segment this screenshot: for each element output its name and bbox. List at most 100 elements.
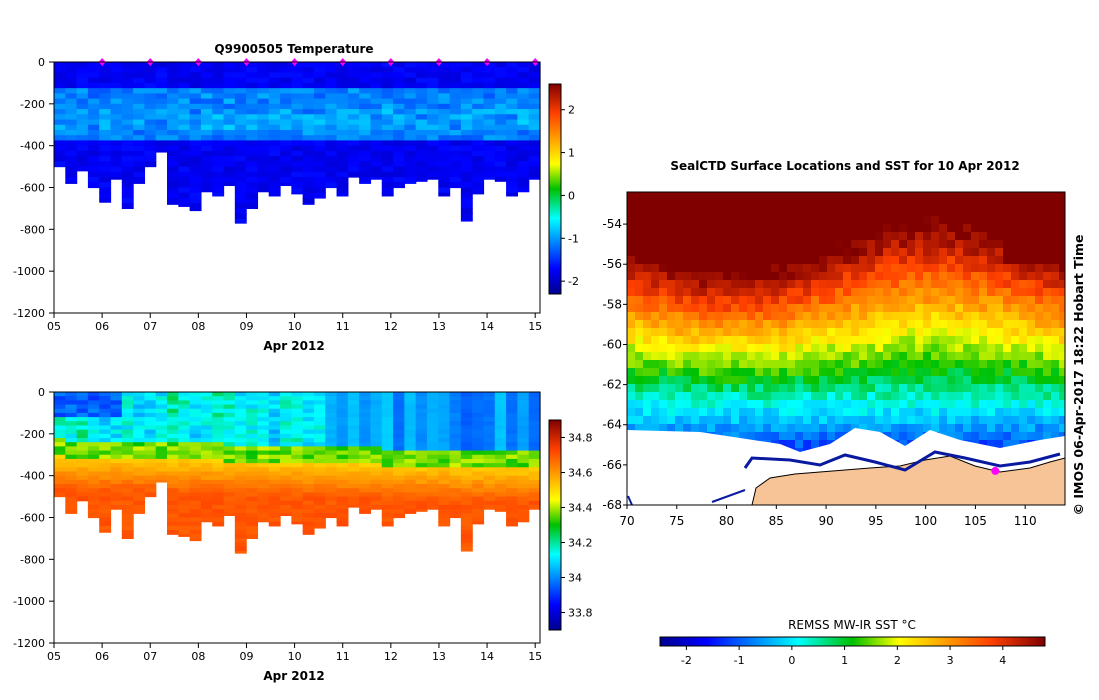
salinity-cell — [404, 392, 417, 397]
sst-cell — [683, 272, 692, 281]
sst-cell — [787, 232, 796, 241]
sst-cell — [667, 232, 676, 241]
sst-cell — [979, 384, 988, 393]
salinity-cell — [257, 467, 270, 473]
sst-cell — [747, 264, 756, 273]
temperature-cell — [223, 166, 236, 173]
sst-cell — [883, 384, 892, 393]
salinity-cell — [528, 500, 541, 506]
sst-cell — [931, 248, 940, 257]
temperature-cell — [223, 177, 236, 183]
sst-cell — [667, 368, 676, 377]
salinity-cell — [393, 504, 405, 510]
temperature-cell — [404, 171, 417, 178]
sst-cell — [699, 424, 708, 433]
salinity-cell — [234, 429, 247, 435]
sst-cell — [979, 408, 988, 417]
salinity-cell — [234, 530, 247, 535]
salinity-cell — [178, 404, 191, 410]
sst-cell — [715, 352, 724, 361]
sst-cell — [779, 288, 788, 297]
salinity-cell — [472, 484, 485, 489]
sst-cell — [1027, 216, 1036, 225]
temperature-cell — [200, 150, 213, 157]
sst-cell — [659, 216, 668, 225]
sst-cell — [859, 352, 868, 361]
temperature-cell — [381, 135, 394, 142]
salinity-cell — [246, 438, 259, 443]
sst-cell — [811, 208, 820, 217]
salinity-cell — [393, 421, 405, 427]
sst-cell — [643, 232, 652, 241]
sst-cell — [1035, 232, 1044, 241]
salinity-cell — [325, 509, 338, 514]
salinity-cell — [200, 400, 213, 406]
sst-cell — [779, 368, 788, 377]
salinity-cell — [347, 412, 360, 418]
sst-cell — [867, 304, 876, 313]
temperature-cell — [280, 129, 292, 136]
sst-cell — [987, 240, 996, 249]
temperature-cell — [483, 150, 496, 157]
sst-cell — [827, 280, 836, 289]
temperature-cell — [336, 98, 349, 105]
sst-cell — [987, 360, 996, 369]
salinity-cell — [121, 446, 134, 452]
x-tick-label: 11 — [336, 320, 350, 333]
temperature-cell — [110, 145, 123, 152]
salinity-cell — [302, 525, 315, 531]
sst-field — [627, 192, 1066, 506]
sst-cell — [1043, 360, 1052, 369]
sst-cell — [771, 416, 780, 425]
sst-cell — [827, 408, 836, 417]
salinity-cell — [291, 484, 304, 489]
sst-cell — [699, 376, 708, 385]
salinity-cell — [426, 458, 439, 464]
salinity-cell — [336, 504, 349, 510]
salinity-cell — [347, 475, 360, 481]
temperature-cell — [359, 98, 372, 105]
salinity-cell — [404, 433, 417, 439]
temperature-cell — [144, 109, 157, 115]
sst-cell — [979, 296, 988, 305]
salinity-cell — [144, 392, 157, 397]
salinity-cell — [483, 500, 496, 506]
sst-cell — [1051, 192, 1060, 201]
salinity-cell — [110, 400, 123, 406]
sst-cell — [875, 256, 884, 265]
salinity-cell — [234, 488, 247, 493]
salinity-cell — [144, 404, 157, 410]
sst-cell — [947, 280, 956, 289]
salinity-cell — [494, 479, 507, 485]
temperature-cell — [133, 119, 146, 126]
temperature-cell — [144, 156, 157, 162]
sst-cell — [659, 240, 668, 249]
salinity-cell — [167, 454, 179, 460]
sst-cell — [971, 336, 980, 345]
temperature-cell — [54, 150, 66, 157]
salinity-cell — [313, 450, 326, 456]
sst-cell — [779, 192, 788, 201]
sst-cell — [859, 216, 868, 225]
salinity-cell — [381, 396, 394, 401]
sst-cell — [1043, 264, 1052, 273]
salinity-cell — [494, 412, 507, 418]
sst-cell — [1035, 336, 1044, 345]
salinity-cell — [393, 467, 405, 473]
x-tick-label: 15 — [528, 320, 542, 333]
salinity-cell — [517, 471, 530, 477]
sst-cell — [723, 400, 732, 409]
salinity-cell — [291, 463, 304, 468]
temperature-cell — [483, 88, 496, 94]
sst-cell — [955, 208, 964, 217]
sst-cell — [699, 248, 708, 257]
salinity-cell — [167, 525, 179, 531]
temperature-cell — [178, 114, 191, 121]
sst-cell — [939, 224, 948, 233]
salinity-cell — [65, 454, 78, 460]
salinity-cell — [223, 433, 236, 439]
salinity-cell — [415, 438, 428, 443]
temperature-cell — [506, 192, 518, 197]
salinity-cell — [494, 484, 507, 489]
temperature-cell — [483, 166, 496, 173]
